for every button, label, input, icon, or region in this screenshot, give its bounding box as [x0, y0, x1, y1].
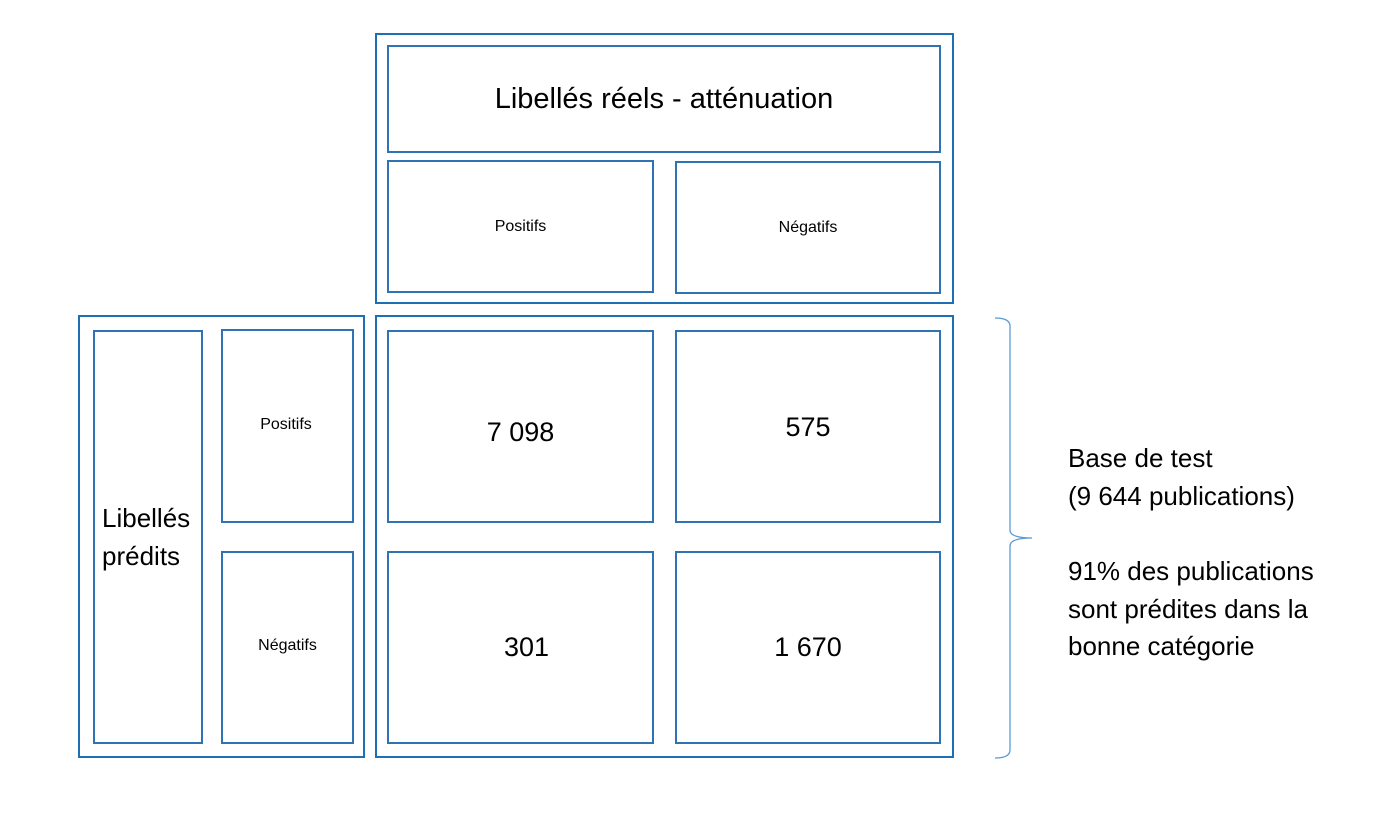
- matrix-value-pred-pos-actual-neg: 575: [785, 412, 831, 442]
- actual-negative-label: Négatifs: [778, 218, 838, 236]
- predicted-labels-title-line2: prédits: [102, 541, 181, 571]
- matrix-value-pred-pos-actual-pos: 7 098: [486, 417, 555, 447]
- predicted-negative-label: Négatifs: [258, 636, 317, 654]
- predicted-labels-title-line1: Libellés: [102, 503, 191, 533]
- actual-labels-title-text: Libellés réels - atténuation: [494, 82, 834, 115]
- right-brace-icon: [994, 317, 1033, 759]
- test-base-annotation: Base de test (9 644 publications): [1068, 440, 1295, 515]
- matrix-cell-pred-neg-actual-pos: 301: [387, 551, 654, 744]
- predicted-negative-header: Négatifs: [221, 551, 354, 744]
- accuracy-annotation: 91% des publications sont prédites dans …: [1068, 553, 1314, 666]
- predicted-positive-header: Positifs: [221, 329, 354, 523]
- matrix-cell-pred-pos-actual-neg: 575: [675, 330, 941, 523]
- actual-positive-label: Positifs: [494, 217, 547, 235]
- predicted-positive-label: Positifs: [260, 416, 312, 433]
- actual-labels-title: Libellés réels - atténuation: [387, 45, 941, 153]
- matrix-value-pred-neg-actual-pos: 301: [503, 632, 550, 662]
- annotation-line5: bonne catégorie: [1068, 631, 1255, 661]
- matrix-cell-pred-neg-actual-neg: 1 670: [675, 551, 941, 744]
- annotation-line3: 91% des publications: [1068, 556, 1314, 586]
- actual-positive-header: Positifs: [387, 160, 654, 293]
- matrix-value-pred-neg-actual-neg: 1 670: [774, 632, 842, 662]
- actual-negative-header: Négatifs: [675, 161, 941, 294]
- matrix-cell-pred-pos-actual-pos: 7 098: [387, 330, 654, 523]
- annotation-line2: (9 644 publications): [1068, 480, 1295, 511]
- predicted-labels-title: Libellés prédits: [93, 330, 203, 744]
- annotation-line4: sont prédites dans la: [1068, 593, 1308, 624]
- annotation-line1: Base de test: [1068, 443, 1213, 473]
